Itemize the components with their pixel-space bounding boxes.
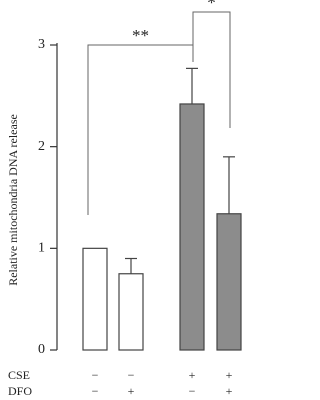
y-tick-label: 1 [38,241,45,256]
bar [216,213,242,351]
y-axis-label: Relative mitochondria DNA release [6,114,20,286]
condition-sign: + [226,384,233,398]
y-tick-label: 2 [38,139,45,154]
condition-sign: − [92,384,99,398]
condition-label: DFO [8,384,32,398]
condition-sign: + [128,384,135,398]
significance-bracket [87,44,194,215]
significance-label: * [207,0,216,12]
significance-label: ** [132,26,149,45]
condition-sign: + [189,368,196,382]
y-tick-label: 3 [38,37,45,52]
condition-label: CSE [8,368,30,382]
significance-bracket [192,11,231,128]
bar [179,103,205,351]
condition-sign: − [189,384,196,398]
y-tick-label: 0 [38,342,45,357]
condition-sign: − [128,368,135,382]
bar [118,273,144,351]
bar [82,247,108,351]
condition-sign: − [92,368,99,382]
condition-sign: + [226,368,233,382]
